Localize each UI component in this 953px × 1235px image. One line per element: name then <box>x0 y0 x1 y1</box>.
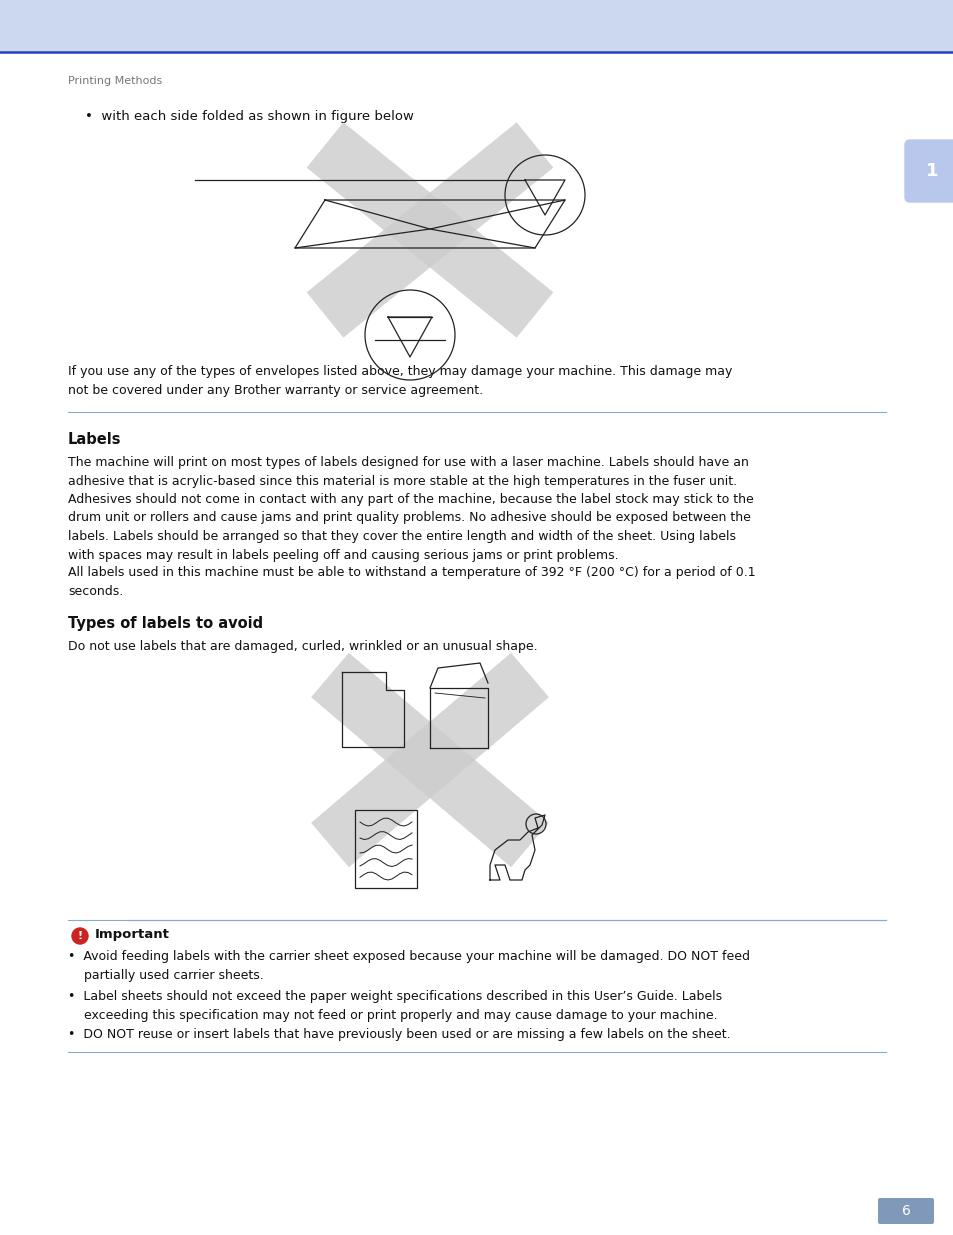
Text: Labels: Labels <box>68 432 121 447</box>
Text: The machine will print on most types of labels designed for use with a laser mac: The machine will print on most types of … <box>68 456 753 562</box>
Text: •  Avoid feeding labels with the carrier sheet exposed because your machine will: • Avoid feeding labels with the carrier … <box>68 950 749 982</box>
Text: •  Label sheets should not exceed the paper weight specifications described in t: • Label sheets should not exceed the pap… <box>68 990 721 1021</box>
FancyBboxPatch shape <box>904 140 953 203</box>
Text: All labels used in this machine must be able to withstand a temperature of 392 °: All labels used in this machine must be … <box>68 566 755 598</box>
Text: •  DO NOT reuse or insert labels that have previously been used or are missing a: • DO NOT reuse or insert labels that hav… <box>68 1028 730 1041</box>
FancyBboxPatch shape <box>877 1198 933 1224</box>
Circle shape <box>71 927 88 944</box>
Text: Types of labels to avoid: Types of labels to avoid <box>68 616 263 631</box>
Text: !: ! <box>77 931 83 941</box>
Text: Important: Important <box>95 927 170 941</box>
Text: 1: 1 <box>924 162 937 180</box>
Text: •  with each side folded as shown in figure below: • with each side folded as shown in figu… <box>85 110 414 124</box>
Bar <box>0 0 953 52</box>
Text: 6: 6 <box>901 1204 909 1218</box>
Text: Printing Methods: Printing Methods <box>68 77 162 86</box>
Bar <box>355 810 416 888</box>
Text: Do not use labels that are damaged, curled, wrinkled or an unusual shape.: Do not use labels that are damaged, curl… <box>68 640 537 653</box>
Text: If you use any of the types of envelopes listed above, they may damage your mach: If you use any of the types of envelopes… <box>68 366 732 396</box>
